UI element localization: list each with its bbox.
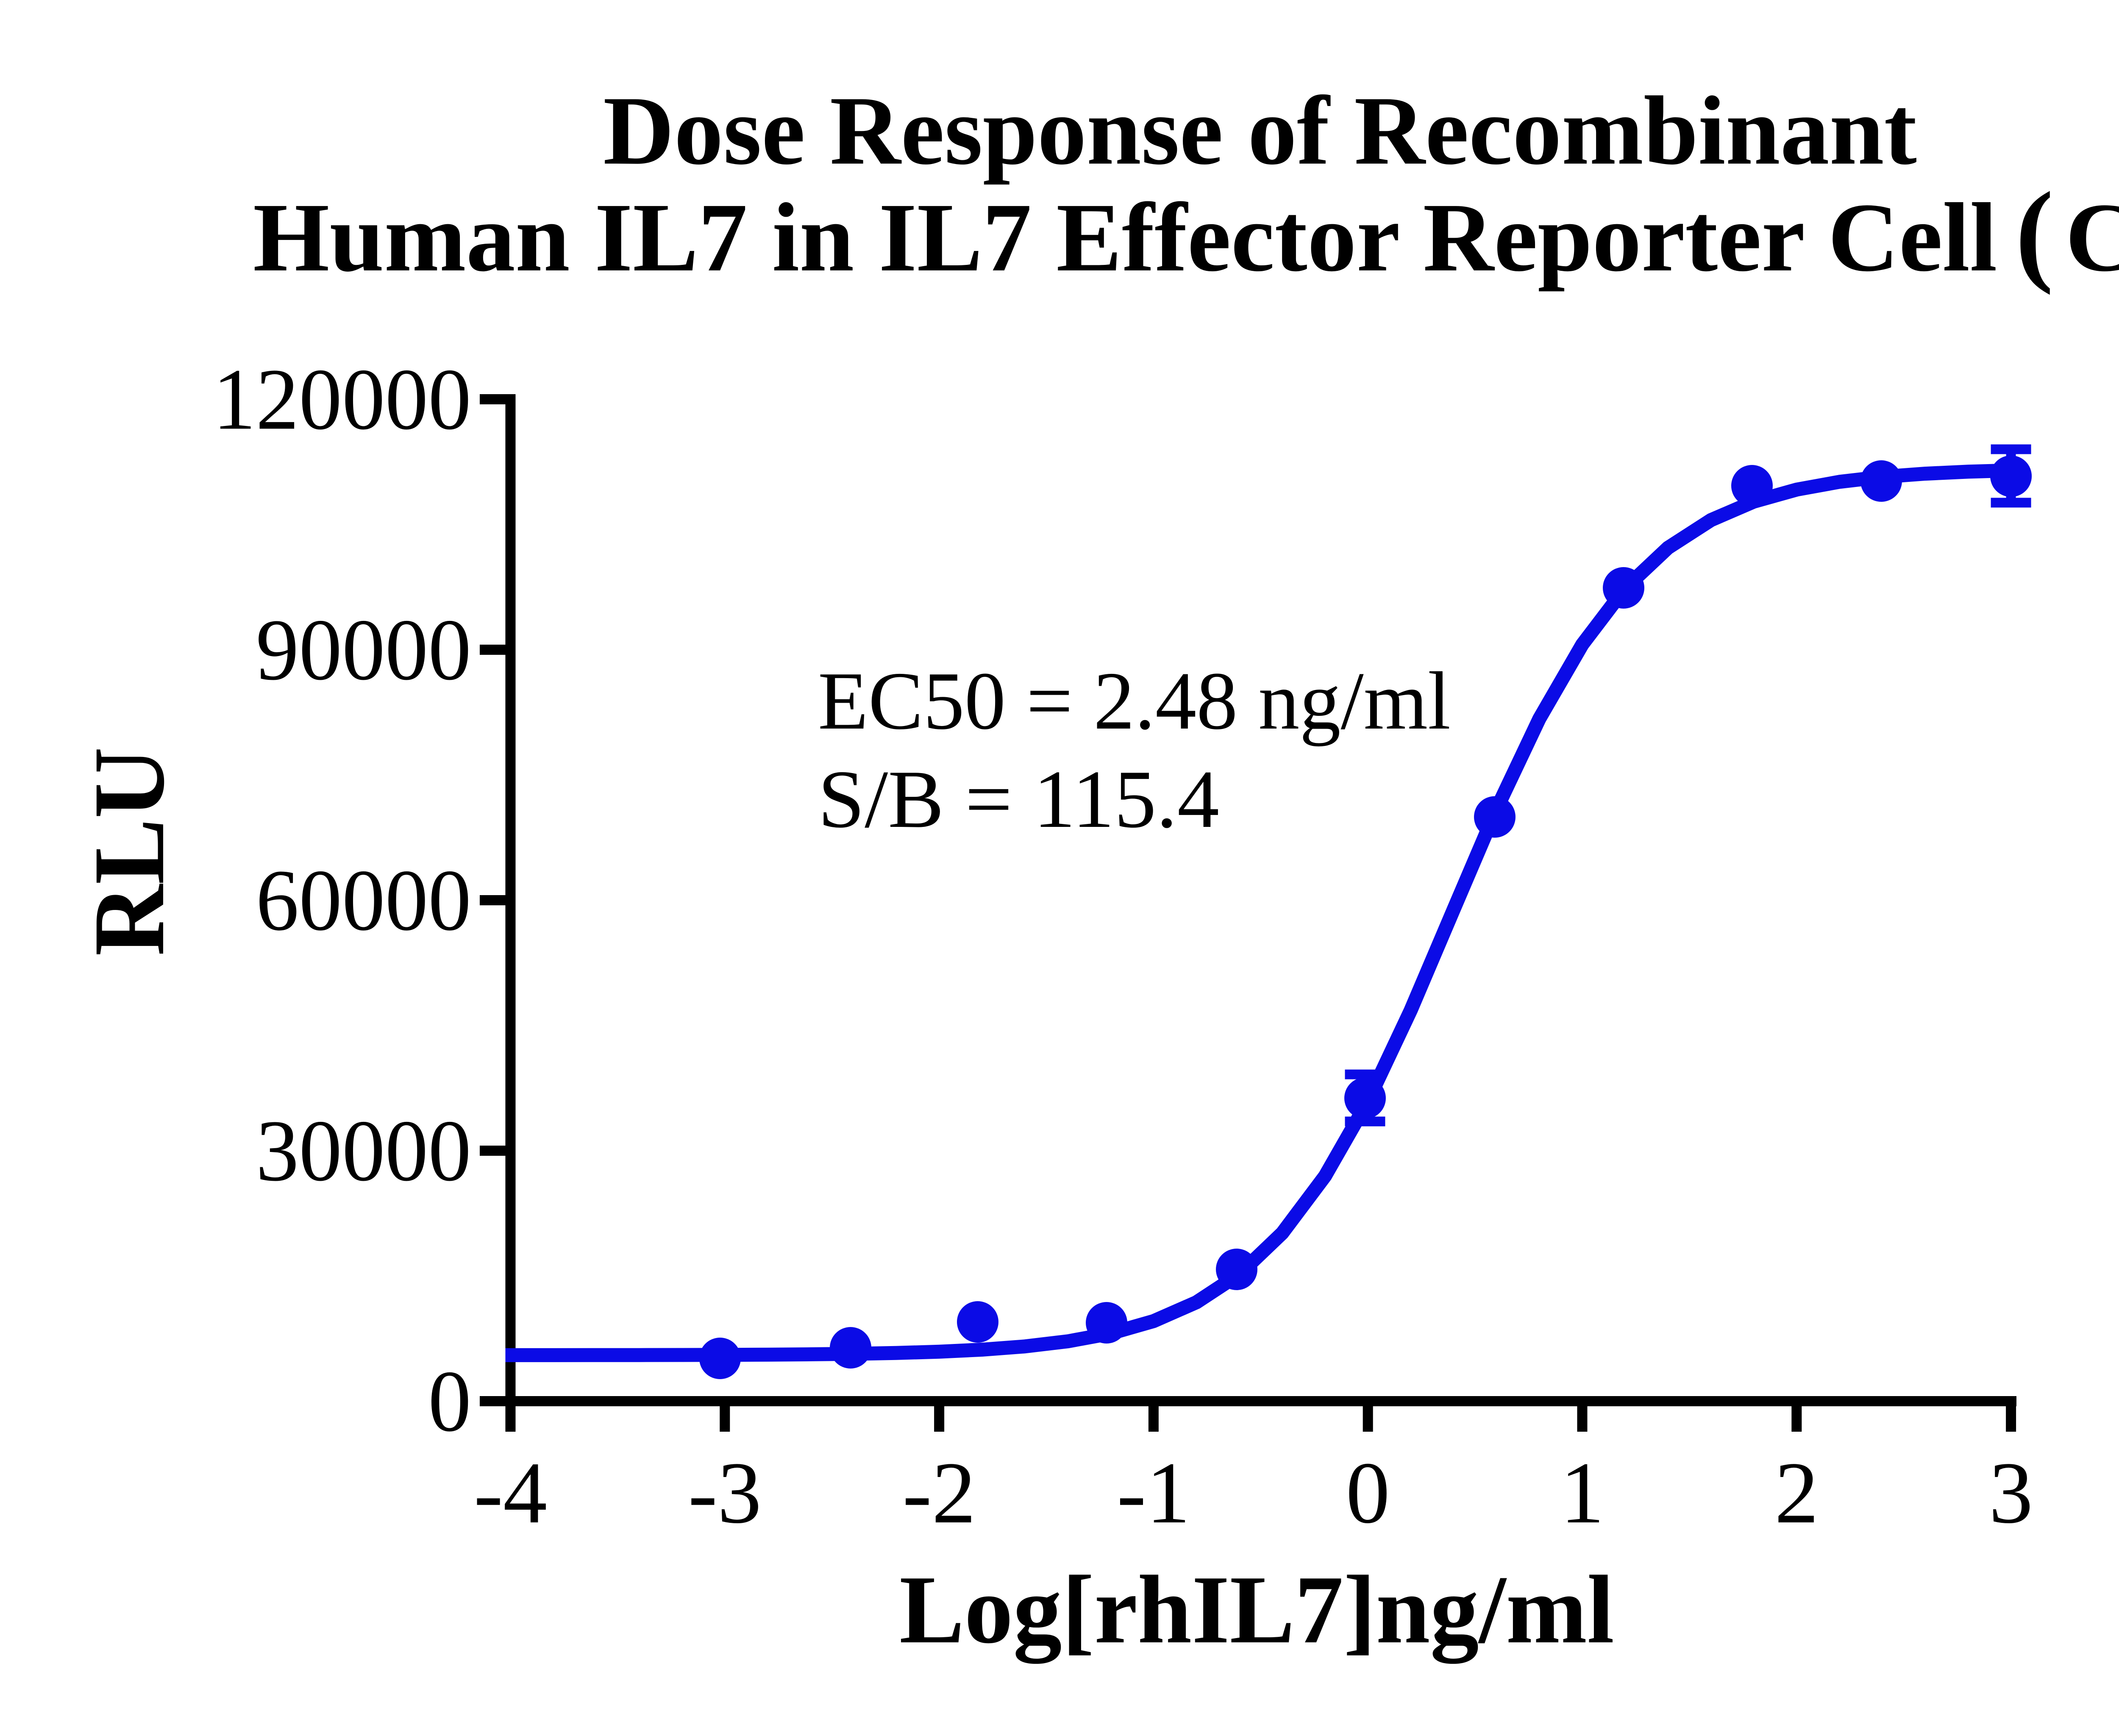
svg-text:0: 0 bbox=[1346, 1444, 1390, 1541]
svg-text:30000: 30000 bbox=[256, 1102, 471, 1199]
svg-text:-3: -3 bbox=[688, 1444, 762, 1541]
svg-text:-1: -1 bbox=[1117, 1444, 1190, 1541]
svg-text:120000: 120000 bbox=[213, 351, 471, 448]
svg-text:2: 2 bbox=[1774, 1444, 1819, 1541]
svg-text:90000: 90000 bbox=[256, 601, 471, 698]
svg-text:-2: -2 bbox=[902, 1444, 976, 1541]
svg-text:3: 3 bbox=[1989, 1444, 2033, 1541]
svg-text:Log[rhIL7]ng/ml: Log[rhIL7]ng/ml bbox=[899, 1555, 1614, 1664]
svg-text:60000: 60000 bbox=[256, 852, 471, 949]
svg-text:Human IL7 in IL7 Effector Repo: Human IL7 in IL7 Effector Reporter Cell(… bbox=[253, 169, 2119, 295]
svg-text:0: 0 bbox=[428, 1353, 471, 1450]
svg-text:S/B = 115.4: S/B = 115.4 bbox=[818, 754, 1219, 845]
svg-text:RLU: RLU bbox=[72, 747, 185, 956]
svg-text:Dose Response of Recombinant: Dose Response of Recombinant bbox=[603, 76, 1917, 185]
svg-text:-4: -4 bbox=[474, 1444, 547, 1541]
svg-text:EC50 = 2.48 ng/ml: EC50 = 2.48 ng/ml bbox=[818, 655, 1451, 747]
svg-text:1: 1 bbox=[1560, 1444, 1605, 1541]
